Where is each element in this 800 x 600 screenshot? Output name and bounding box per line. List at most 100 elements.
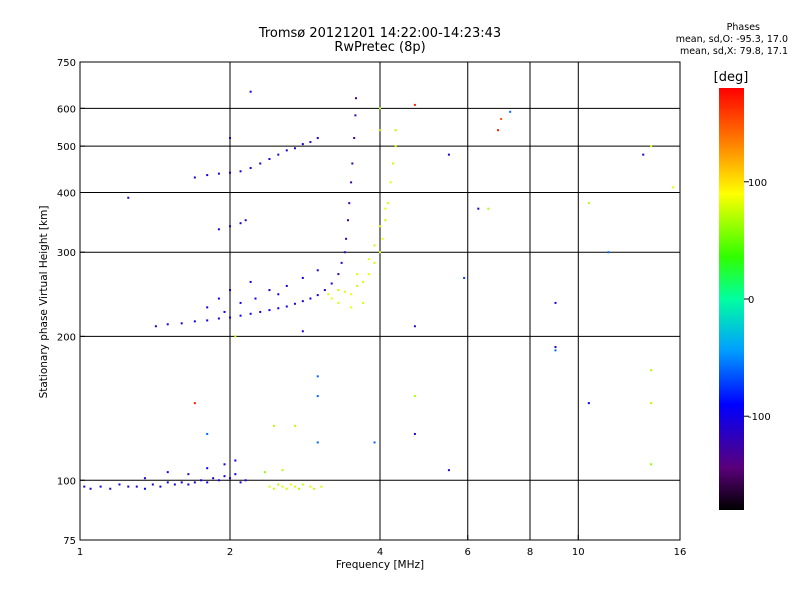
data-point (234, 459, 237, 462)
data-point (143, 477, 146, 480)
y-tick-label: 750 (57, 58, 76, 69)
data-point (316, 375, 319, 378)
data-point (345, 237, 348, 240)
y-tick-label: 400 (57, 188, 76, 199)
data-point (127, 196, 130, 199)
phase-stats-title: Phases (726, 22, 760, 33)
chart-title-line1: Tromsø 20121201 14:22:00-14:23:43 (258, 26, 502, 41)
data-point (272, 487, 275, 490)
chart-title-line2: RwPretec (8p) (334, 40, 426, 55)
data-point (180, 481, 183, 484)
x-tick-label: 6 (465, 547, 471, 558)
data-point (487, 207, 490, 210)
data-point (389, 181, 392, 184)
data-point (89, 487, 92, 490)
data-point (301, 143, 304, 146)
data-point (343, 290, 346, 293)
data-point (285, 487, 288, 490)
data-point (259, 310, 262, 313)
y-tick-label: 100 (57, 476, 76, 487)
data-point (249, 280, 252, 283)
data-point (212, 477, 215, 480)
data-point (379, 251, 381, 254)
data-point (373, 244, 376, 247)
data-point (206, 306, 209, 309)
colorbar-label: [deg] (714, 70, 749, 85)
data-point (239, 170, 242, 173)
data-point (316, 269, 319, 272)
data-point (351, 162, 354, 165)
data-point (229, 316, 231, 319)
data-point (447, 153, 450, 156)
data-point (234, 473, 237, 476)
data-point (249, 167, 252, 170)
data-point (206, 481, 209, 484)
data-point (193, 320, 196, 323)
data-point (249, 312, 252, 315)
data-point (587, 402, 590, 405)
data-point (309, 297, 312, 300)
data-point (173, 483, 176, 486)
data-point (316, 294, 319, 297)
data-point (496, 129, 499, 132)
y-tick-label: 600 (57, 104, 76, 115)
data-point (301, 300, 304, 303)
colorbar-tick-label: 0 (748, 295, 754, 306)
data-point (379, 129, 381, 132)
data-point (362, 301, 365, 304)
data-point (356, 273, 359, 276)
data-point (281, 485, 284, 488)
data-point (109, 487, 112, 490)
data-point (277, 153, 280, 156)
data-point (346, 219, 349, 222)
data-point (83, 485, 86, 488)
data-point (554, 349, 557, 352)
data-point (500, 117, 503, 120)
data-point (151, 483, 154, 486)
data-point (413, 325, 416, 328)
data-point (413, 395, 416, 398)
data-point (672, 186, 675, 189)
data-point (154, 325, 157, 328)
data-point (206, 174, 209, 177)
grid-lines (80, 62, 680, 540)
data-point (272, 424, 275, 427)
data-point (229, 225, 231, 228)
x-axis-label: Frequency [MHz] (336, 559, 424, 571)
data-point (650, 463, 653, 466)
data-point (323, 289, 326, 292)
data-point (289, 483, 292, 486)
x-tick-label: 1 (77, 547, 83, 558)
data-point (135, 485, 138, 488)
data-point (354, 114, 357, 117)
data-point (277, 483, 280, 486)
data-point (394, 145, 397, 148)
data-point (268, 289, 271, 292)
x-tick-label: 10 (572, 547, 585, 558)
colorbar-ticks: 100 0 -100 (744, 178, 771, 423)
data-point (554, 301, 557, 304)
data-point (223, 475, 226, 478)
data-point (244, 219, 247, 222)
data-point (350, 306, 353, 309)
data-point (413, 103, 416, 106)
data-point (301, 483, 304, 486)
data-point (650, 145, 653, 148)
data-point (200, 479, 203, 482)
data-point (348, 202, 351, 205)
data-point (263, 471, 266, 474)
y-tick-label: 300 (57, 248, 76, 259)
data-point (313, 487, 316, 490)
data-point (316, 137, 319, 140)
data-point (337, 301, 340, 304)
x-tick-label: 8 (527, 547, 533, 558)
colorbar-tick-label: -100 (748, 412, 771, 423)
x-tick-label: 2 (227, 547, 233, 558)
data-point (463, 276, 466, 279)
data-point (277, 307, 280, 310)
data-point (268, 309, 271, 312)
data-point (554, 346, 557, 349)
data-point (285, 149, 288, 152)
data-point (509, 110, 512, 113)
